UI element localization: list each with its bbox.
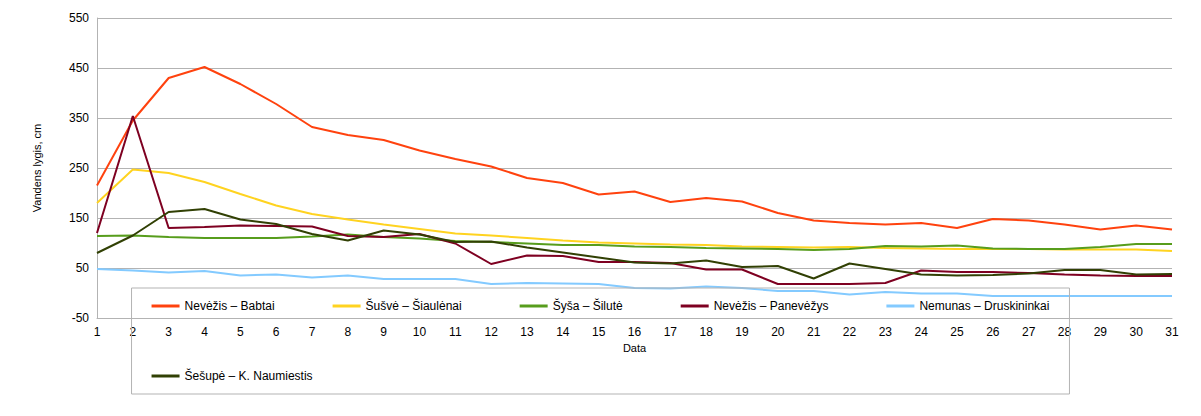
svg-text:250: 250	[69, 161, 89, 175]
svg-text:-50: -50	[72, 311, 90, 325]
svg-text:Vandens lygis, cm: Vandens lygis, cm	[31, 124, 43, 212]
svg-text:Nevėžis – Panevėžys: Nevėžis – Panevėžys	[714, 299, 829, 313]
svg-text:Nemunas – Druskininkai: Nemunas – Druskininkai	[919, 299, 1049, 313]
svg-text:Šušvė – Šiaulėnai: Šušvė – Šiaulėnai	[366, 298, 462, 313]
svg-text:350: 350	[69, 111, 89, 125]
svg-text:30: 30	[1129, 325, 1143, 339]
svg-text:Šešupė – K. Naumiestis: Šešupė – K. Naumiestis	[185, 368, 313, 383]
svg-text:Nevėžis – Babtai: Nevėžis – Babtai	[185, 299, 275, 313]
svg-text:50: 50	[76, 261, 90, 275]
svg-text:1: 1	[94, 325, 101, 339]
svg-text:550: 550	[69, 11, 89, 25]
svg-text:Šyša – Šilutė: Šyša – Šilutė	[553, 298, 623, 313]
svg-text:150: 150	[69, 211, 89, 225]
svg-text:450: 450	[69, 61, 89, 75]
svg-text:31: 31	[1165, 325, 1179, 339]
svg-text:29: 29	[1094, 325, 1108, 339]
